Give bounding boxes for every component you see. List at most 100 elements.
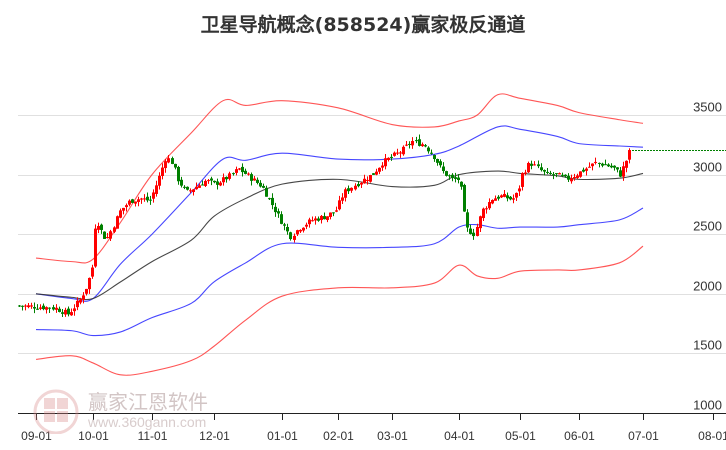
candle-up <box>533 164 536 166</box>
candle-up <box>79 299 82 303</box>
candle-up <box>579 171 582 177</box>
candle-up <box>204 180 207 186</box>
candle-up <box>366 179 369 181</box>
candle-down <box>561 174 564 176</box>
candle-down <box>67 308 70 315</box>
candle-up <box>338 200 341 210</box>
candle-up <box>485 208 488 210</box>
candle-up <box>363 178 366 184</box>
x-tick-label: 09-01 <box>21 429 52 443</box>
x-tick-label: 08-01 <box>698 429 726 443</box>
candle-up <box>311 220 314 222</box>
candle-up <box>39 307 42 309</box>
candle-up <box>137 199 140 202</box>
candle-down <box>289 232 292 240</box>
candle-down <box>332 212 335 214</box>
candle-down <box>100 224 103 230</box>
candle-down <box>317 218 320 221</box>
candle-down <box>445 171 448 176</box>
candle-up <box>594 161 597 163</box>
candle-up <box>195 186 198 190</box>
candle-down <box>259 182 262 187</box>
candle-down <box>598 162 601 164</box>
candle-up <box>64 309 67 315</box>
candle-down <box>286 226 289 232</box>
candle-up <box>143 198 146 200</box>
candle-down <box>103 231 106 239</box>
candle-up <box>576 175 579 178</box>
candle-up <box>375 171 378 175</box>
candle-up <box>573 177 576 179</box>
candle-down <box>52 307 55 310</box>
candle-down <box>582 169 585 172</box>
candle-down <box>250 174 253 181</box>
candle-down <box>601 163 604 166</box>
candle-up <box>378 167 381 172</box>
chart-title: 卫星导航概念(858524)赢家极反通道 <box>200 14 526 36</box>
candle-up <box>45 307 48 310</box>
x-tick-label: 10-01 <box>78 429 109 443</box>
y-axis: 1000 1500 2000 2500 3000 3500 <box>693 100 722 413</box>
candle-up <box>207 180 210 182</box>
candle-down <box>610 165 613 168</box>
candle-up <box>219 182 222 186</box>
grid-lines <box>18 115 726 354</box>
candle-down <box>131 199 134 203</box>
candle-down <box>323 216 326 220</box>
candle-down <box>509 196 512 200</box>
candle-up <box>305 224 308 227</box>
candle-down <box>540 167 543 171</box>
candle-down <box>567 175 570 180</box>
candle-down <box>213 180 216 183</box>
candle-up <box>476 226 479 236</box>
candle-up <box>585 168 588 171</box>
candle-up <box>421 144 424 147</box>
candle-up <box>85 288 88 294</box>
candle-up <box>488 202 491 209</box>
candle-down <box>537 164 540 167</box>
candle-up <box>515 192 518 198</box>
candle-up <box>189 190 192 192</box>
candle-down <box>232 173 235 175</box>
candle-up <box>405 144 408 146</box>
candle-up <box>76 300 79 308</box>
candle-up <box>491 199 494 204</box>
candle-up <box>399 152 402 154</box>
candle-down <box>530 163 533 166</box>
candle-up <box>296 230 299 235</box>
x-tick-label: 11-01 <box>138 429 168 443</box>
x-tick-label: 07-01 <box>628 429 659 443</box>
candle-up <box>393 152 396 156</box>
candle-down <box>543 170 546 172</box>
x-tick-label: 06-01 <box>564 429 595 443</box>
candle-down <box>457 177 460 180</box>
candle-down <box>42 305 45 310</box>
candle-down <box>210 178 213 181</box>
x-axis: 09-01 10-01 11-01 12-01 01-01 02-01 03-01 04-01… <box>18 413 726 443</box>
candle-up <box>198 185 201 188</box>
candle-up <box>238 168 241 170</box>
y-tick-label: 3500 <box>693 100 722 115</box>
candle-down <box>616 167 619 170</box>
y-tick-label: 3000 <box>693 160 722 175</box>
candle-up <box>192 189 195 192</box>
candle-up <box>70 312 73 316</box>
candle-down <box>357 184 360 187</box>
candle-down <box>469 228 472 234</box>
candle-up <box>591 163 594 167</box>
candle-up <box>588 166 591 168</box>
candle-up <box>128 200 131 205</box>
candle-up <box>314 218 317 221</box>
candle-down <box>268 198 271 200</box>
candle-down <box>607 164 610 167</box>
candle-up <box>344 189 347 198</box>
candle-down <box>274 206 277 213</box>
candle-down <box>58 308 61 312</box>
candle-up <box>55 307 58 310</box>
candle-down <box>555 173 558 175</box>
candle-down <box>460 181 463 187</box>
candle-down <box>201 184 204 186</box>
candle-up <box>302 227 305 231</box>
candle-down <box>149 199 152 201</box>
candle-up <box>524 172 527 174</box>
